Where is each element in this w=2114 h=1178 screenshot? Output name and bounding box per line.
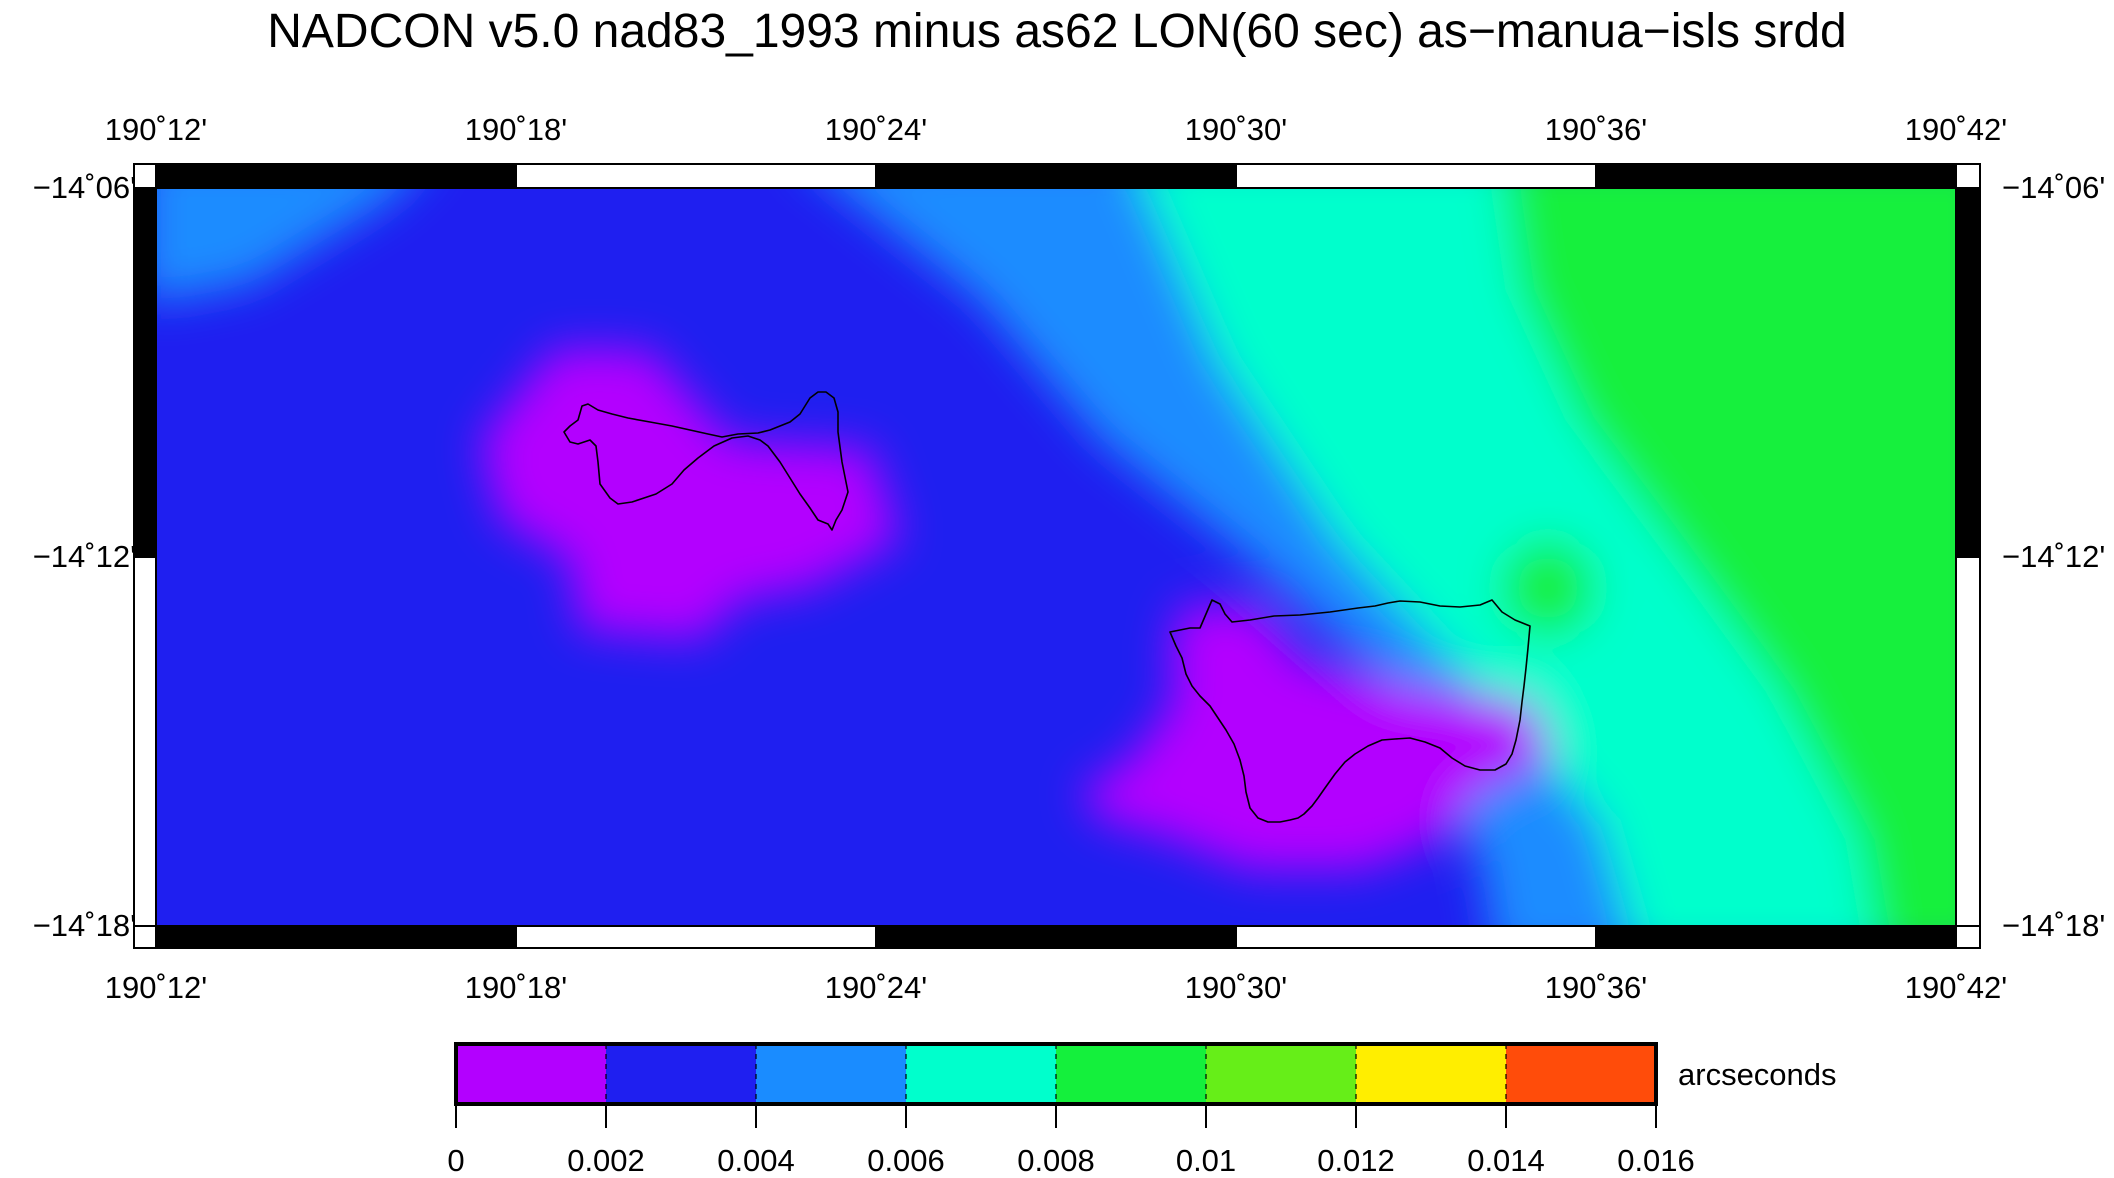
frame-bottom — [155, 925, 1957, 949]
map-title: NADCON v5.0 nad83_1993 minus as62 LON(60… — [267, 5, 1847, 58]
colorbar-swatch — [456, 1044, 606, 1104]
colorbar-swatch — [1206, 1044, 1356, 1104]
colorbar-tick-label: 0.002 — [567, 1143, 645, 1178]
colorbar-swatch — [906, 1044, 1056, 1104]
field-band-0-0.002-east — [1080, 605, 1555, 870]
colorbar-tick-label: 0.012 — [1317, 1143, 1395, 1178]
colorbar-tick-label: 0 — [447, 1143, 465, 1178]
colorbar-tick-label: 0.006 — [867, 1143, 945, 1178]
colorbar-tick-label: 0.016 — [1617, 1143, 1695, 1178]
frame-left — [133, 187, 157, 927]
lat-tick-label-left: −14˚12' — [32, 539, 136, 574]
lat-tick-label-right: −14˚18' — [2002, 908, 2106, 943]
colorbar-tick-label: 0.004 — [717, 1143, 795, 1178]
lat-tick-label-left: −14˚18' — [32, 908, 136, 943]
lon-tick-label-bottom: 190˚18' — [464, 970, 568, 1005]
colorbar-tick-label: 0.008 — [1017, 1143, 1095, 1178]
field-band-0.008-0.01-spot — [1502, 540, 1594, 636]
lat-tick-label-right: −14˚06' — [2002, 170, 2106, 205]
lon-tick-label-top: 190˚42' — [1904, 112, 2008, 147]
colorbar-unit-label: arcseconds — [1678, 1057, 1837, 1092]
lon-tick-label-top: 190˚24' — [824, 112, 928, 147]
lon-tick-label-top: 190˚12' — [104, 112, 208, 147]
coastlines — [563, 391, 1531, 823]
lat-tick-label-left: −14˚06' — [32, 170, 136, 205]
field-band-0-0.002-west — [480, 348, 900, 640]
lon-tick-label-bottom: 190˚30' — [1184, 970, 1288, 1005]
lon-tick-label-top: 190˚36' — [1544, 112, 1648, 147]
lon-tick-label-bottom: 190˚36' — [1544, 970, 1648, 1005]
field-band-0.008-0.01 — [1505, 188, 1956, 926]
lon-tick-label-bottom: 190˚24' — [824, 970, 928, 1005]
lon-tick-label-bottom: 190˚12' — [104, 970, 208, 1005]
coastline-tau — [1169, 599, 1531, 823]
colorbar-swatch — [606, 1044, 756, 1104]
colorbar-swatch — [1356, 1044, 1506, 1104]
colorbar — [454, 1042, 1658, 1128]
colorbar-swatch — [1056, 1044, 1206, 1104]
frame-top — [155, 163, 1957, 189]
coastline-ofu-olosega — [563, 391, 849, 531]
colorbar-swatch — [756, 1044, 906, 1104]
lon-tick-label-top: 190˚30' — [1184, 112, 1288, 147]
colorbar-swatch — [1506, 1044, 1656, 1104]
raster-field — [156, 188, 1956, 926]
lat-tick-label-right: −14˚12' — [2002, 539, 2106, 574]
field-band-0.004-0.006-corner — [156, 188, 402, 300]
lon-tick-label-bottom: 190˚42' — [1904, 970, 2008, 1005]
colorbar-tick-label: 0.014 — [1467, 1143, 1545, 1178]
frame-right — [1955, 187, 1981, 927]
lon-tick-label-top: 190˚18' — [464, 112, 568, 147]
colorbar-tick-label: 0.01 — [1175, 1143, 1237, 1178]
